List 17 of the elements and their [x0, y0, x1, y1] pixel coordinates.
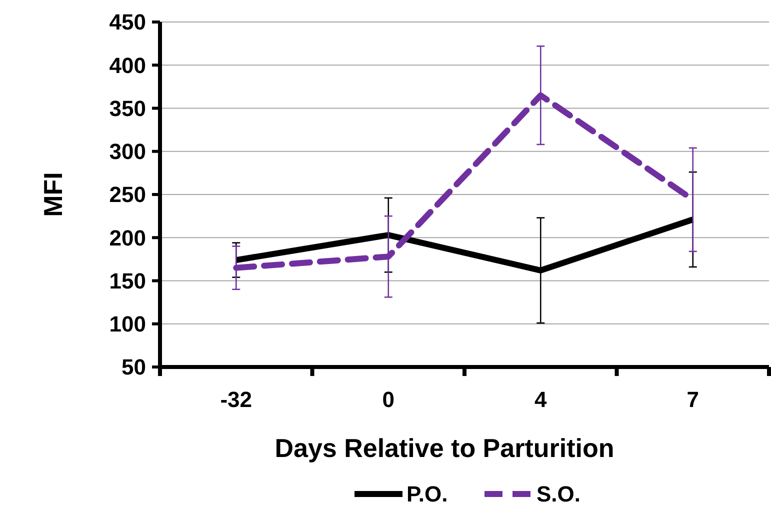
legend-label: P.O.: [406, 482, 448, 507]
y-tick-label: 100: [109, 312, 146, 337]
y-tick-label: 300: [109, 139, 146, 164]
x-tick-label: -32: [220, 387, 252, 412]
y-axis-title: MFI: [38, 172, 68, 217]
legend-label: S.O.: [536, 482, 581, 507]
x-axis-title: Days Relative to Parturition: [274, 433, 614, 463]
x-tick-label: 7: [686, 387, 699, 412]
x-tick-label: 0: [382, 387, 394, 412]
y-tick-label: 150: [109, 268, 146, 294]
y-tick-label: 50: [122, 354, 146, 380]
y-tick-label: 350: [109, 96, 146, 121]
y-tick-label: 200: [109, 225, 146, 250]
x-tick-label: 4: [534, 387, 548, 412]
y-tick-label: 400: [109, 52, 146, 78]
y-tick-label: 450: [109, 10, 146, 35]
y-tick-label: 250: [109, 182, 146, 208]
